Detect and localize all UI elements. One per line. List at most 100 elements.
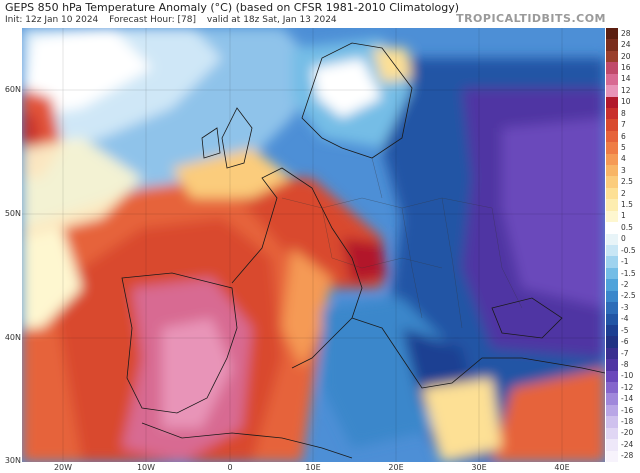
colorbar-tick-label: 10	[621, 97, 631, 107]
colorbar-segment	[606, 427, 618, 440]
forecast-hour: Forecast Hour: [78]	[109, 15, 196, 25]
colorbar-segment	[606, 233, 618, 246]
balkans-turkey-outline	[351, 317, 605, 389]
colorbar-tick-label: 1.5	[621, 200, 633, 210]
north-africa-outline	[141, 422, 353, 459]
colorbar-tick-label: -24	[621, 439, 634, 449]
colorbar-segment	[606, 50, 618, 63]
colorbar-tick-label: -7	[621, 348, 629, 358]
colorbar-tick-label: 20	[621, 51, 631, 61]
colorbar-segment	[606, 302, 618, 314]
colorbar-tick-label: -3	[621, 302, 629, 312]
colorbar-tick-label: -10	[621, 371, 634, 381]
map-canvas	[22, 28, 605, 462]
country-borders	[281, 157, 523, 329]
colorbar-segment	[606, 96, 618, 109]
colorbar-tick-label: -20	[621, 428, 634, 438]
colorbar-tick-label: 28	[621, 28, 631, 38]
colorbar	[606, 28, 618, 463]
colorbar-tick-label: 2.5	[621, 177, 633, 187]
ireland-outline	[201, 127, 221, 159]
colorbar-segment	[606, 85, 618, 97]
lon-label: 10W	[136, 463, 156, 472]
lat-label: 50N	[4, 209, 21, 218]
colorbar-segment	[606, 370, 618, 383]
colorbar-tick-label: 0	[621, 234, 626, 244]
colorbar-segment	[606, 347, 618, 360]
colorbar-tick-label: 1	[621, 211, 626, 221]
colorbar-segment	[606, 62, 618, 75]
colorbar-segment	[606, 119, 618, 132]
colorbar-segment	[606, 142, 618, 155]
colorbar-tick-label: -12	[621, 382, 634, 392]
colorbar-tick-label: -5	[621, 325, 629, 335]
colorbar-segment	[606, 39, 618, 52]
colorbar-segment	[606, 404, 618, 417]
colorbar-segment	[606, 290, 618, 303]
france-italy-outline	[231, 167, 363, 369]
lat-label: 30N	[4, 456, 21, 465]
colorbar-segment	[606, 73, 618, 86]
uk-outline	[221, 107, 253, 169]
colorbar-tick-label: 16	[621, 62, 631, 72]
colorbar-tick-label: 14	[621, 74, 631, 84]
colorbar-segment	[606, 313, 618, 326]
colorbar-tick-label: 2	[621, 188, 626, 198]
colorbar-segment	[606, 416, 618, 429]
lon-label: 30E	[471, 463, 487, 472]
run-info: Init: 12z Jan 10 2024 Forecast Hour: [78…	[5, 15, 345, 25]
lon-label: 0	[227, 463, 233, 472]
colorbar-tick-label: -8	[621, 359, 629, 369]
lon-label: 10E	[305, 463, 321, 472]
colorbar-tick-label: 7	[621, 120, 626, 130]
colorbar-segment	[606, 336, 618, 349]
anomaly-field	[22, 28, 605, 462]
lon-label: 20E	[388, 463, 404, 472]
valid-time: valid at 18z Sat, Jan 13 2024	[206, 15, 337, 25]
colorbar-tick-label: 0.5	[621, 222, 633, 232]
colorbar-tick-label: -28	[621, 451, 634, 461]
map-title: GEPS 850 hPa Temperature Anomaly (°C) (b…	[5, 1, 460, 14]
graticule	[22, 28, 605, 462]
colorbar-segment	[606, 256, 618, 269]
colorbar-segment	[606, 439, 618, 452]
colorbar-tick-label: 8	[621, 108, 626, 118]
colorbar-segment	[606, 210, 618, 223]
colorbar-segment	[606, 222, 618, 235]
colorbar-tick-label: -1.5	[621, 268, 636, 278]
colorbar-tick-label: -14	[621, 394, 634, 404]
colorbar-segment	[606, 28, 618, 40]
colorbar-tick-label: -16	[621, 405, 634, 415]
brand-logo: TROPICALTIDBITS.COM	[456, 12, 606, 25]
lon-label: 40E	[554, 463, 570, 472]
colorbar-segment	[606, 153, 618, 166]
colorbar-segment	[606, 187, 618, 200]
colorbar-tick-label: 3	[621, 165, 626, 175]
colorbar-segment	[606, 382, 618, 394]
colorbar-segment	[606, 165, 618, 177]
lat-label: 60N	[4, 85, 21, 94]
header: GEPS 850 hPa Temperature Anomaly (°C) (b…	[0, 0, 640, 28]
colorbar-segment	[606, 267, 618, 280]
colorbar-tick-label: -0.5	[621, 245, 636, 255]
colorbar-segment	[606, 199, 618, 212]
colorbar-tick-label: -4	[621, 314, 629, 324]
colorbar-tick-label: 5	[621, 142, 626, 152]
colorbar-segment	[606, 107, 618, 120]
colorbar-tick-label: 4	[621, 154, 626, 164]
colorbar-tick-label: -6	[621, 337, 629, 347]
iberia-outline	[121, 272, 238, 414]
scandinavia-outline	[301, 42, 413, 159]
coastlines	[121, 42, 605, 459]
colorbar-tick-label: 6	[621, 131, 626, 141]
colorbar-segment	[606, 279, 618, 292]
colorbar-tick-label: -2	[621, 279, 629, 289]
colorbar-segment	[606, 245, 618, 257]
colorbar-segment	[606, 324, 618, 337]
lat-label: 40N	[4, 333, 21, 342]
colorbar-tick-label: -1	[621, 257, 629, 267]
anomaly-map	[22, 28, 605, 462]
colorbar-tick-label: -2.5	[621, 291, 636, 301]
colorbar-tick-label: 12	[621, 85, 631, 95]
black-sea-outline	[491, 297, 563, 339]
